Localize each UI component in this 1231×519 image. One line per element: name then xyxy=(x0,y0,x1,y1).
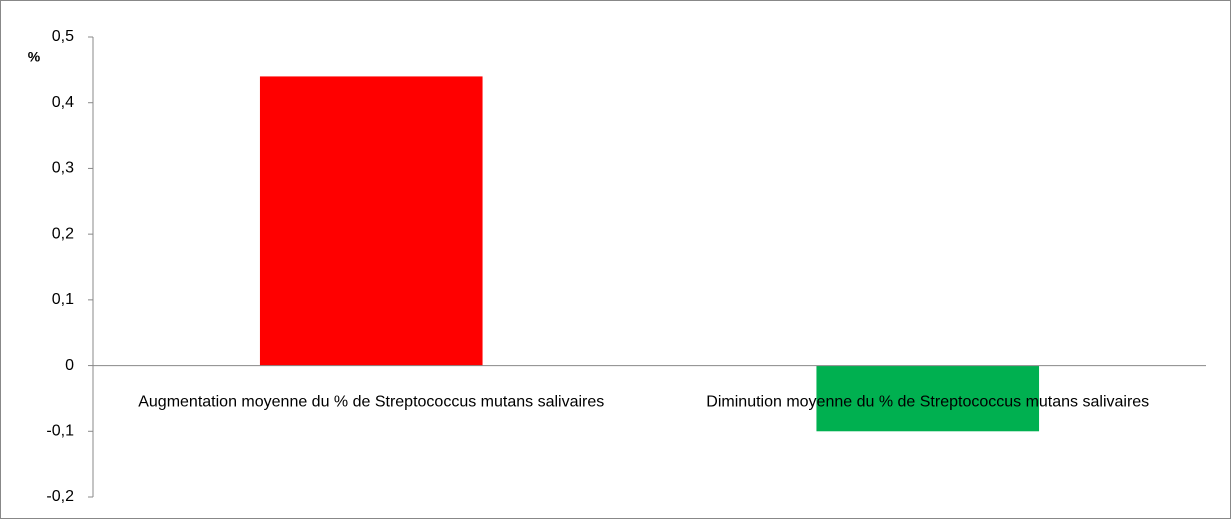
y-tick-label: -0,2 xyxy=(46,488,74,505)
y-tick-label: 0,4 xyxy=(52,94,74,111)
y-tick-label: 0,5 xyxy=(52,28,74,45)
x-tick-label: Augmentation moyenne du % de Streptococc… xyxy=(138,394,604,411)
x-tick-label: Diminution moyenne du % de Streptococcus… xyxy=(706,394,1149,411)
y-tick-label: 0,2 xyxy=(52,225,74,242)
y-tick-label: 0 xyxy=(65,357,74,374)
y-tick-label: 0,1 xyxy=(52,291,74,308)
y-tick-label: -0,1 xyxy=(46,423,74,440)
bar xyxy=(816,365,1040,432)
y-axis-title: % xyxy=(28,49,41,65)
bar xyxy=(259,76,483,366)
y-tick-label: 0,3 xyxy=(52,160,74,177)
